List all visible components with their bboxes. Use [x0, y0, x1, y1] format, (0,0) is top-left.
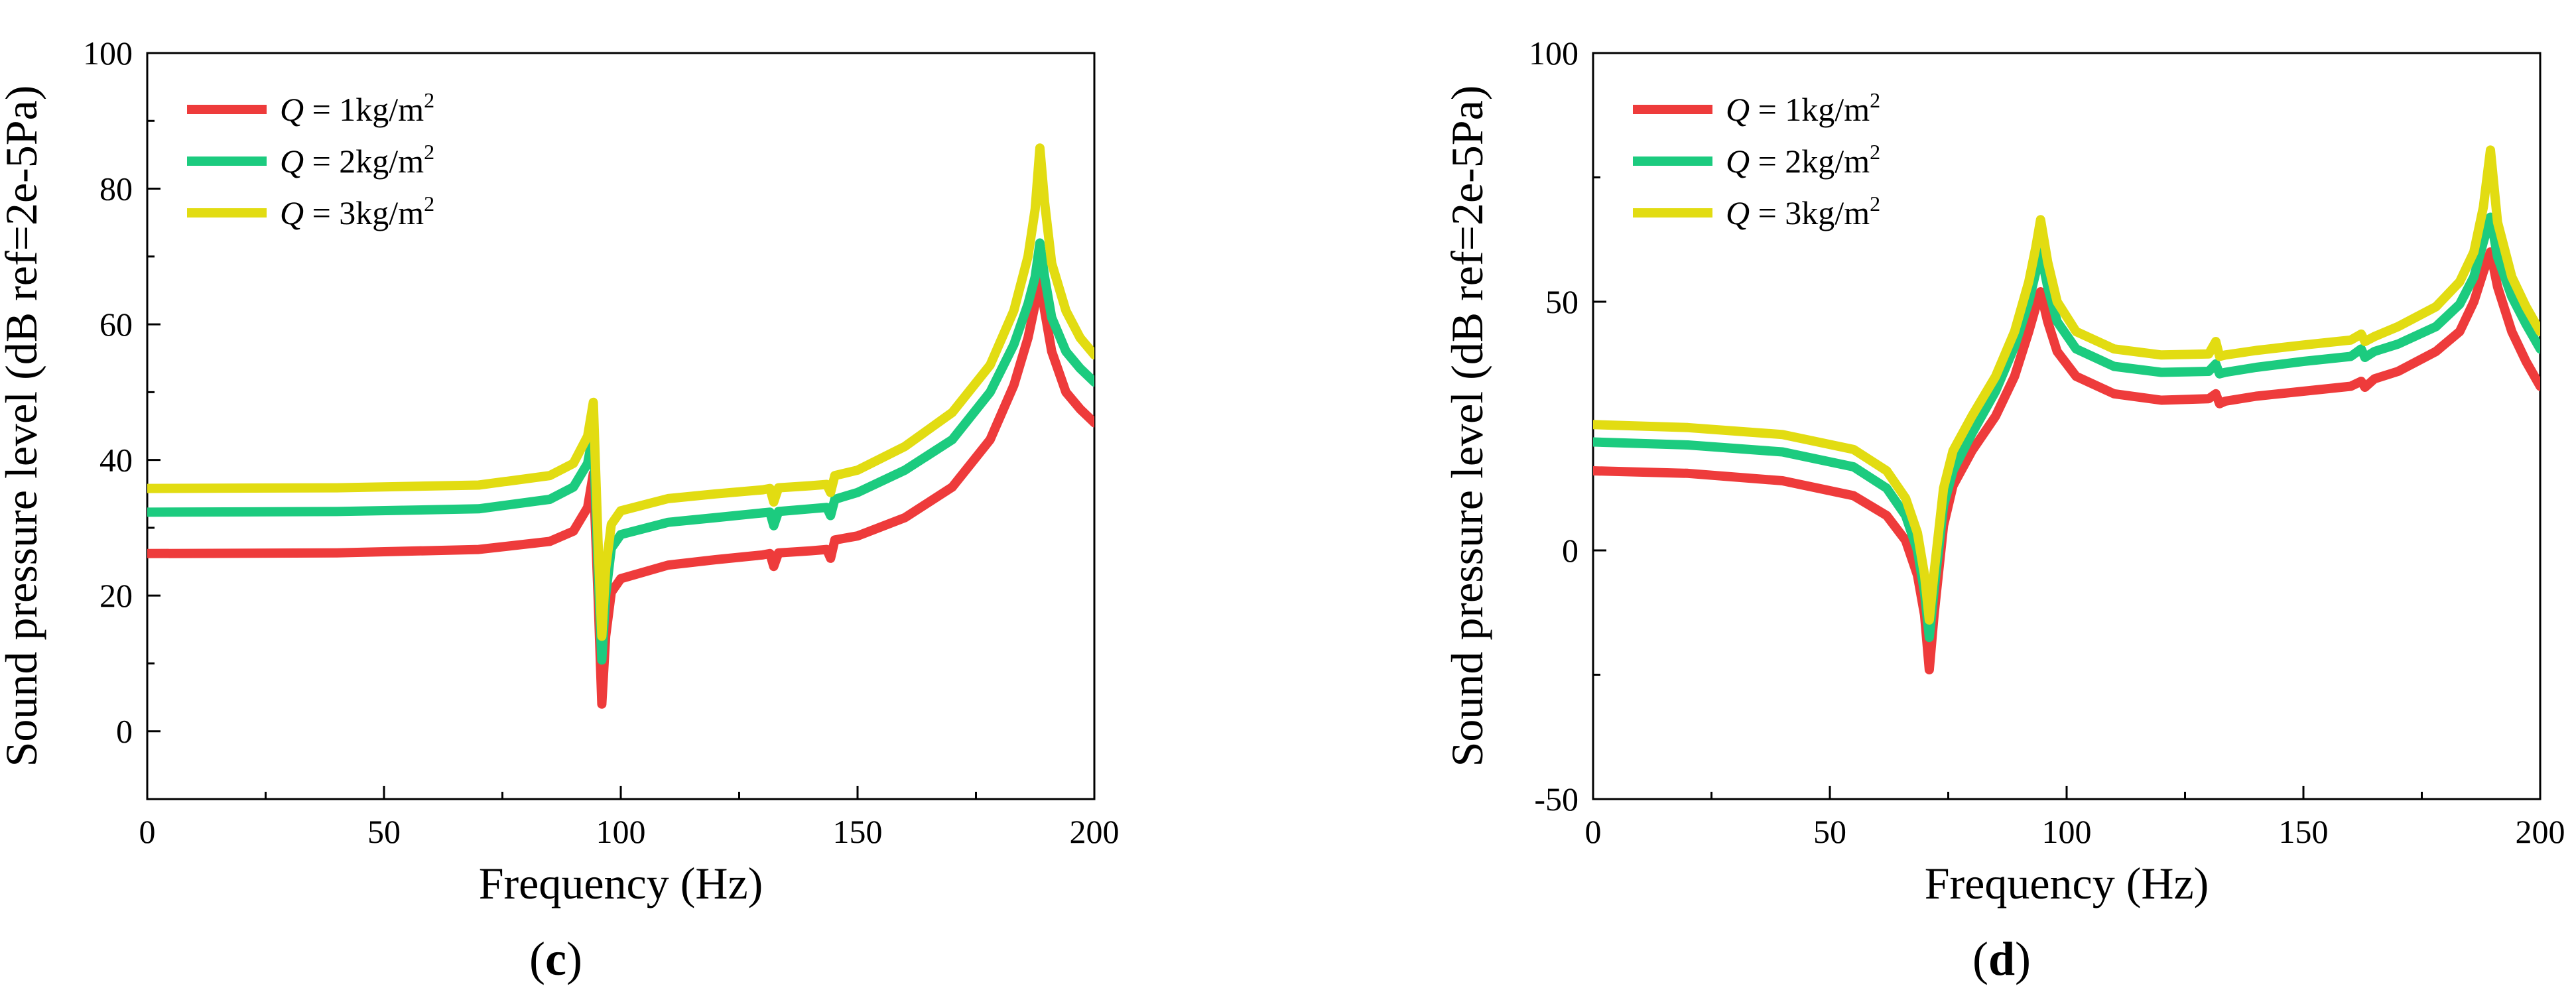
y-tick-label: 0 — [116, 713, 133, 750]
legend-label-superscript: 2 — [424, 192, 434, 216]
legend-label-text: = 1kg/m — [304, 91, 424, 128]
x-tick-label: 150 — [2279, 813, 2329, 850]
legend-label: Q = 1kg/m2 — [280, 88, 434, 128]
panel-label-letter: d — [1988, 932, 2015, 985]
x-tick-label: 100 — [2042, 813, 2092, 850]
y-tick-label: 0 — [1562, 532, 1578, 569]
legend-label-symbol: Q — [280, 194, 304, 231]
legend-label-superscript: 2 — [424, 140, 434, 164]
x-tick-label: 0 — [1585, 813, 1602, 850]
x-tick-label: 50 — [1813, 813, 1846, 850]
series-group — [147, 143, 1094, 709]
legend-label-superscript: 2 — [424, 88, 434, 112]
y-axis-title: Sound pressure level (dB ref=2e-5Pa) — [1442, 86, 1492, 767]
series-line-q3 — [147, 143, 1094, 641]
y-tick-label: 100 — [83, 34, 133, 72]
legend-label-superscript: 2 — [1870, 140, 1880, 164]
legend-label: Q = 1kg/m2 — [1726, 88, 1880, 128]
panel-label-letter: c — [545, 932, 566, 985]
panel-label-close-paren: ) — [566, 932, 582, 985]
legend-label: Q = 2kg/m2 — [280, 140, 434, 180]
legend-label-symbol: Q — [1726, 143, 1750, 180]
legend-label: Q = 2kg/m2 — [1726, 140, 1880, 180]
legend-label-text: = 3kg/m — [304, 194, 424, 231]
y-tick-label: 60 — [99, 306, 133, 343]
legend-label-symbol: Q — [280, 143, 304, 180]
y-tick-label: 50 — [1545, 283, 1578, 320]
legend-label: Q = 3kg/m2 — [280, 192, 434, 231]
panel-label-close-paren: ) — [2015, 932, 2031, 985]
y-tick-label: 100 — [1529, 34, 1578, 72]
y-tick-label: -50 — [1534, 780, 1578, 818]
legend-label-symbol: Q — [1726, 194, 1750, 231]
legend-label: Q = 3kg/m2 — [1726, 192, 1880, 231]
legend-label-symbol: Q — [280, 91, 304, 128]
series-group — [1593, 145, 2540, 674]
x-tick-label: 200 — [1070, 813, 1120, 850]
legend-label-superscript: 2 — [1870, 88, 1880, 112]
y-tick-label: 40 — [99, 442, 133, 479]
series-line-q3 — [1593, 145, 2540, 625]
legend-label-text: = 1kg/m — [1750, 91, 1870, 128]
series-line-q2 — [147, 238, 1094, 665]
x-tick-label: 200 — [2516, 813, 2565, 850]
y-axis-title: Sound pressure level (dB ref=2e-5Pa) — [0, 86, 46, 767]
legend-label-text: = 2kg/m — [1750, 143, 1870, 180]
x-axis-title: Frequency (Hz) — [1925, 858, 2209, 908]
panel-label: (c) — [529, 932, 582, 985]
panel-label: (d) — [1972, 932, 2031, 985]
x-tick-label: 0 — [139, 813, 156, 850]
y-tick-label: 20 — [99, 577, 133, 614]
panel-label-open-paren: ( — [529, 932, 545, 985]
legend-label-symbol: Q — [1726, 91, 1750, 128]
legend-label-text: = 3kg/m — [1750, 194, 1870, 231]
legend-label-superscript: 2 — [1870, 192, 1880, 216]
x-tick-label: 150 — [833, 813, 883, 850]
x-axis-title: Frequency (Hz) — [479, 858, 763, 908]
x-tick-label: 50 — [367, 813, 401, 850]
y-tick-label: 80 — [99, 170, 133, 208]
x-tick-label: 100 — [596, 813, 646, 850]
legend-label-text: = 2kg/m — [304, 143, 424, 180]
panel-label-open-paren: ( — [1972, 932, 1988, 985]
